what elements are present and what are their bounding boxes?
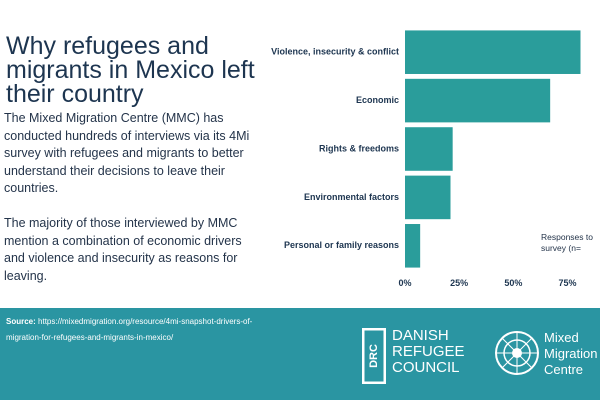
bar-4 bbox=[405, 175, 451, 220]
bar-5 bbox=[405, 224, 421, 268]
x-tick-label: 75% bbox=[558, 278, 576, 288]
summary-paragraph: The majority of those interviewed by MMC… bbox=[4, 216, 242, 283]
mmc-emblem-icon bbox=[495, 331, 539, 375]
x-tick-label: 0% bbox=[398, 278, 411, 288]
source-label: Source: bbox=[6, 317, 36, 326]
drc-mark-icon: DRC bbox=[361, 327, 387, 385]
drc-wordmark: DANISH REFUGEE COUNCIL bbox=[392, 328, 465, 376]
chart-note-line: survey (n= bbox=[541, 243, 581, 253]
drc-line-1: DANISH bbox=[392, 327, 449, 344]
category-label: Economic bbox=[356, 95, 399, 105]
bar-2 bbox=[405, 78, 551, 123]
page-title: Why refugees and migrants in Mexico left… bbox=[6, 32, 255, 108]
source-link[interactable]: https://mixedmigration.org/resource/4mi-… bbox=[6, 317, 253, 342]
x-tick-label: 50% bbox=[504, 278, 522, 288]
footer: Source: https://mixedmigration.org/resou… bbox=[0, 308, 600, 400]
drc-line-3: COUNCIL bbox=[392, 359, 460, 376]
source-note: Source: https://mixedmigration.org/resou… bbox=[6, 314, 256, 346]
chart-note-line: Responses to bbox=[541, 232, 593, 242]
mmc-line-1: Mixed bbox=[544, 330, 579, 345]
mmc-line-2: Migration bbox=[544, 346, 598, 361]
category-label: Violence, insecurity & conflict bbox=[271, 47, 399, 57]
category-label: Personal or family reasons bbox=[284, 240, 399, 250]
category-label: Environmental factors bbox=[304, 192, 399, 202]
x-tick-label: 25% bbox=[450, 278, 468, 288]
drc-line-2: REFUGEE bbox=[392, 343, 465, 360]
mmc-wordmark: Mixed Migration Centre bbox=[544, 330, 597, 378]
bar-1 bbox=[405, 30, 581, 74]
intro-paragraph: The Mixed Migration Centre (MMC) has con… bbox=[4, 111, 250, 195]
bar-chart: Violence, insecurity & conflict Economic R… bbox=[271, 30, 593, 288]
drc-mark-text: DRC bbox=[368, 344, 380, 368]
bar-3 bbox=[405, 127, 453, 171]
category-label: Rights & freedoms bbox=[319, 143, 399, 153]
mmc-line-3: Centre bbox=[544, 362, 584, 377]
drc-logo: DRC DANISH REFUGEE COUNCIL bbox=[361, 327, 465, 389]
